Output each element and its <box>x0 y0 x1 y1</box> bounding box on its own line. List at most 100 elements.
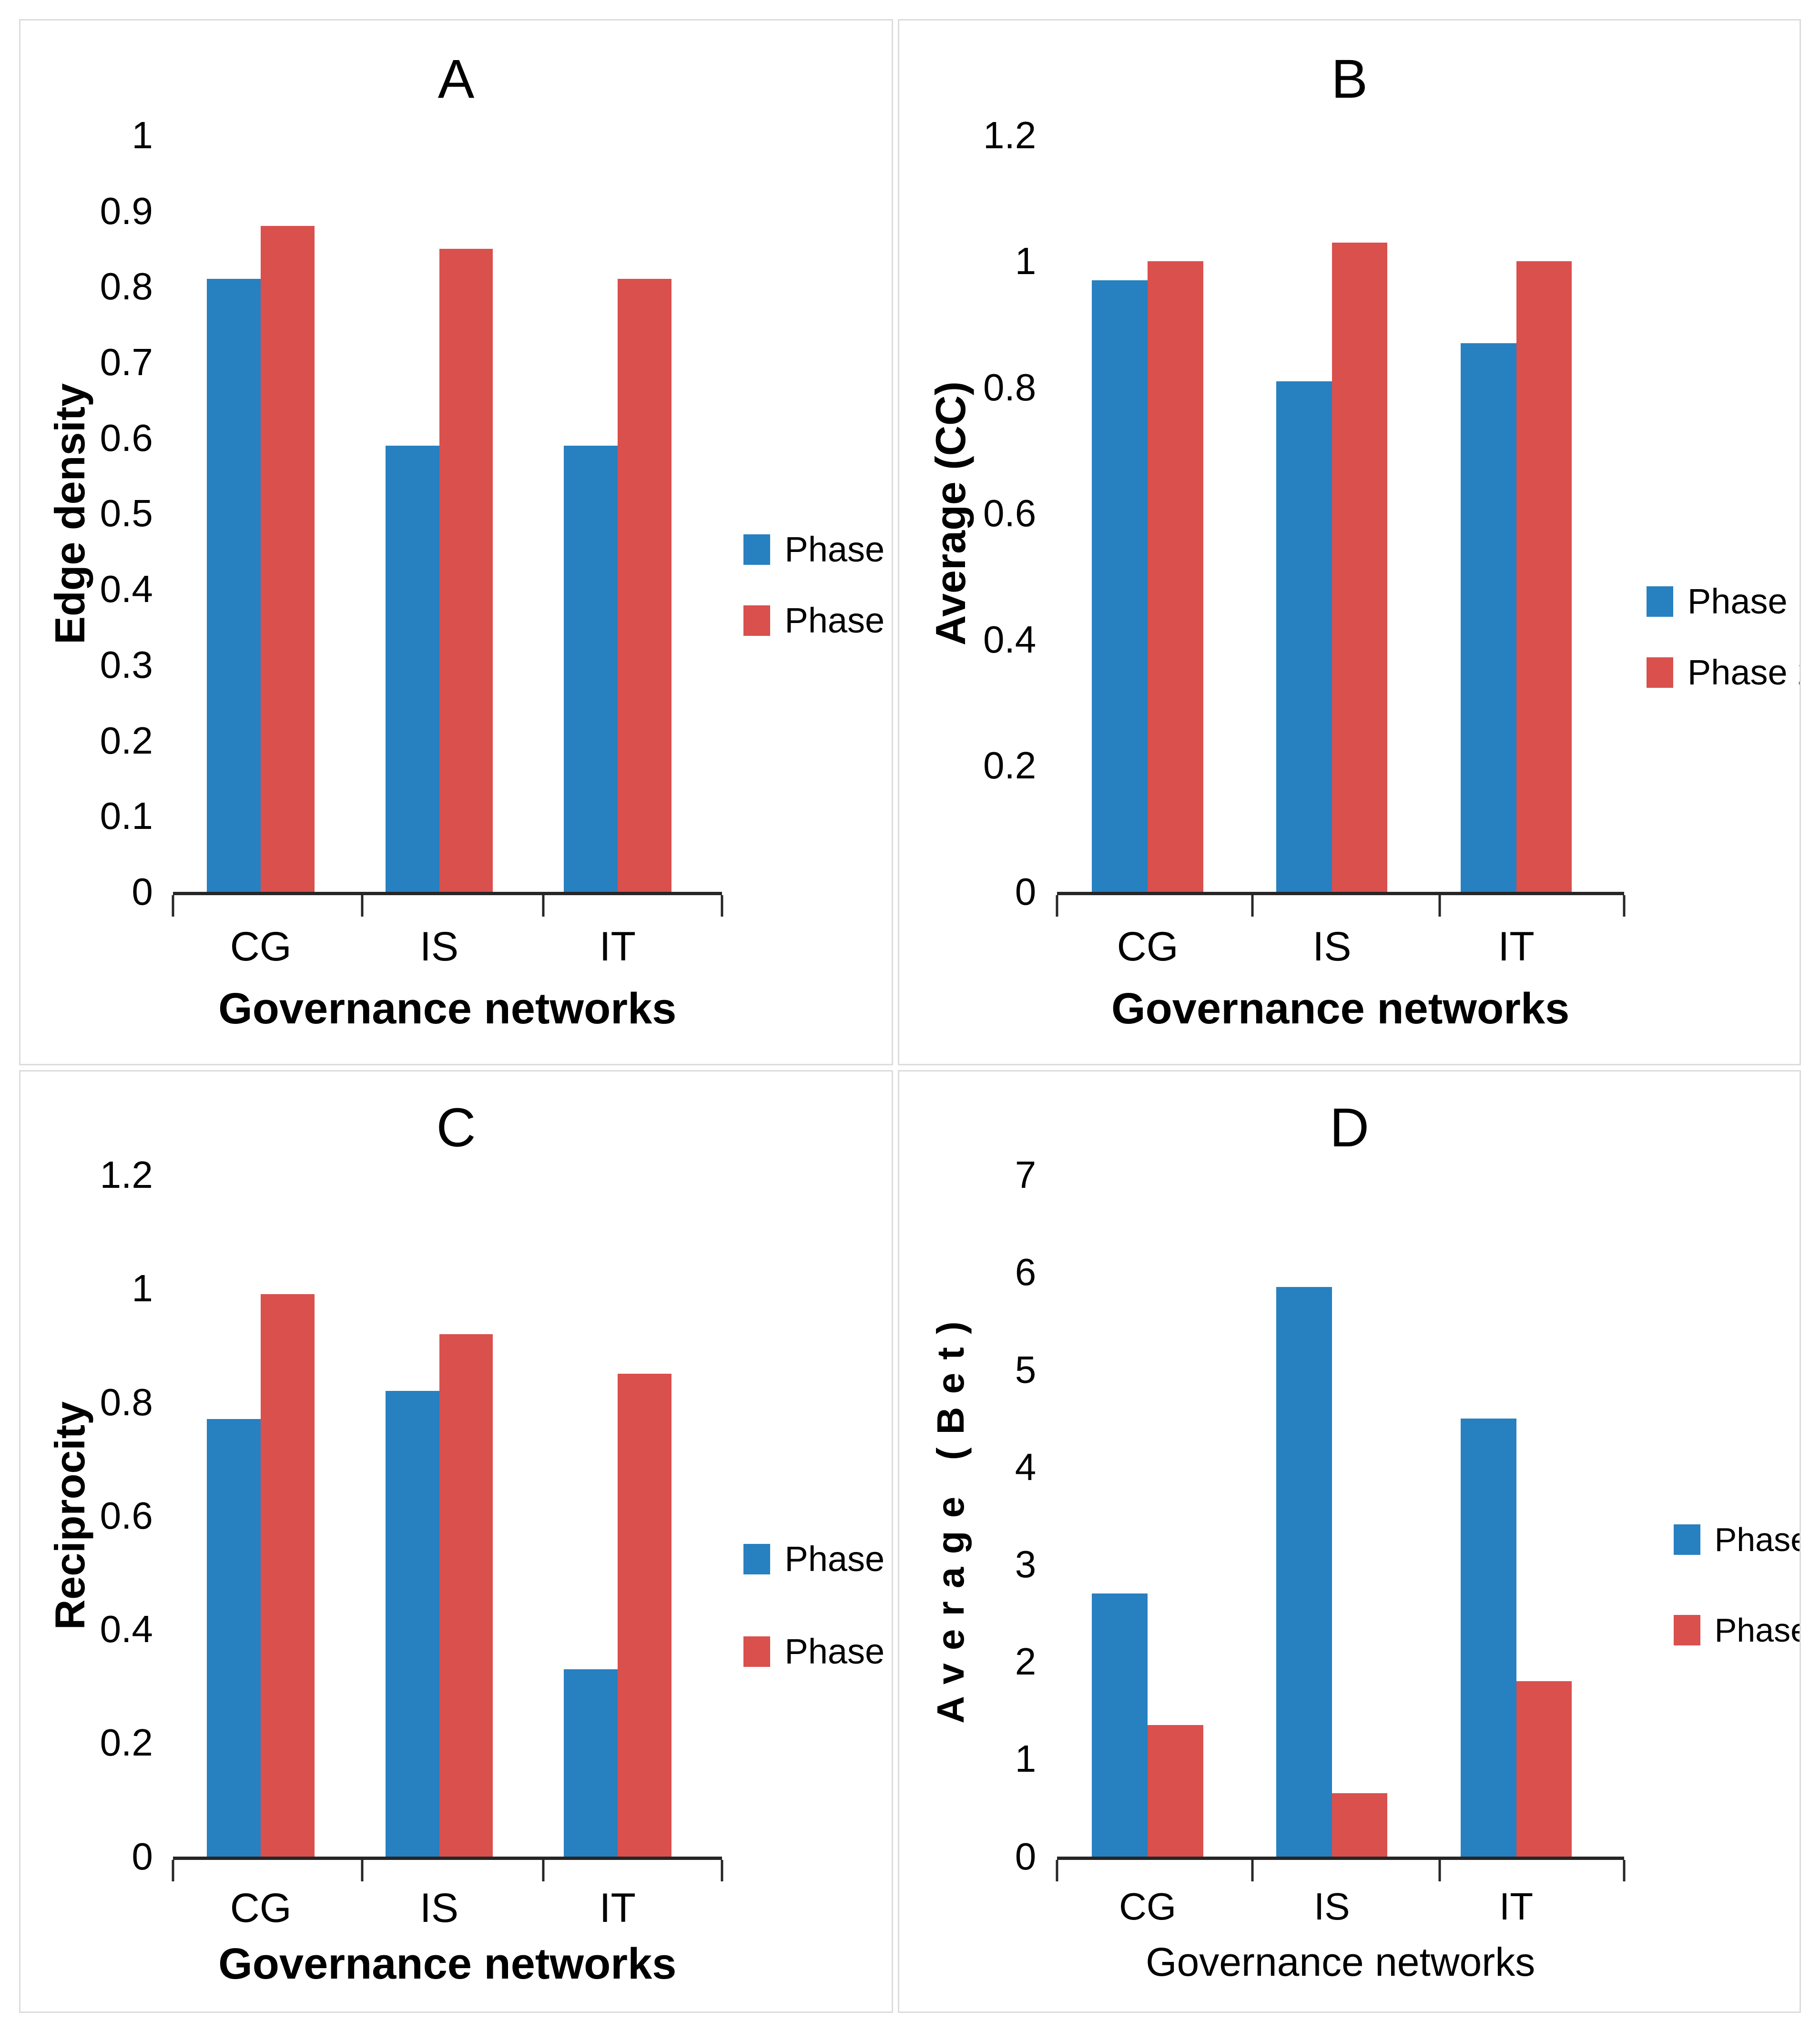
legend-label: Phase 1 <box>784 1539 892 1579</box>
x-axis-label: Governance networks <box>218 1940 677 1989</box>
x-tick-mark <box>1251 895 1254 917</box>
y-tick-label: 0.6 <box>100 1494 153 1537</box>
legend-item-phase-1: Phase 1 <box>1673 1521 1801 1558</box>
x-category-label-is: IS <box>1314 1885 1350 1928</box>
y-tick-label: 0.6 <box>100 416 153 459</box>
bar-phase-2-it <box>617 279 671 892</box>
x-tick-mark <box>1623 895 1626 917</box>
y-tick-label: 0.4 <box>983 618 1037 661</box>
x-category-label-it: IT <box>1498 924 1535 970</box>
legend-label: Phase 2 <box>1714 1611 1801 1649</box>
legend: Phase 1 Phase 2 <box>1646 582 1800 690</box>
y-tick-label: 0 <box>132 870 153 913</box>
panel-b: B Average (CC) 1.2 1 0.8 0.6 0.4 0.2 0 CG IS IT … <box>898 19 1801 1066</box>
y-tick-label: 0.8 <box>983 366 1037 408</box>
y-tick-label: 0 <box>1015 870 1037 913</box>
panel-a: A Edge density 1 0.9 0.8 0.7 0.6 0.5 0.4 0.3 0.2… <box>19 19 894 1066</box>
bar-phase-1-is <box>385 445 439 892</box>
bar-phase-1-it <box>1460 343 1516 892</box>
y-axis-ticks: 1.2 1 0.8 0.6 0.4 0.2 0 <box>20 1156 153 1876</box>
legend-item-phase-2: Phase 2 <box>1673 1611 1801 1649</box>
legend-swatch-phase-1-icon <box>743 534 771 565</box>
y-tick-label: 0.6 <box>983 492 1037 535</box>
bar-phase-1-it <box>563 445 618 892</box>
y-tick-label: 0.4 <box>100 1608 153 1651</box>
panel-c: C Reciprocity 1.2 1 0.8 0.6 0.4 0.2 0 CG IS IT G… <box>19 1070 894 2013</box>
bar-phase-1-cg <box>1092 1593 1148 1857</box>
x-category-label-is: IS <box>419 1885 459 1931</box>
x-tick-mark <box>1438 895 1441 917</box>
bar-phase-2-cg <box>1148 1725 1203 1857</box>
y-tick-label: 0 <box>132 1835 153 1878</box>
legend-label: Phase 2 <box>784 600 892 640</box>
panel-title: B <box>1331 48 1368 110</box>
bar-phase-1-cg <box>207 279 261 892</box>
y-tick-label: 1 <box>132 1267 153 1310</box>
x-category-labels: CG IS IT <box>173 1888 722 1935</box>
y-tick-label: 0 <box>1015 1835 1037 1878</box>
x-tick-mark <box>361 1859 364 1881</box>
legend-item-phase-1: Phase 1 <box>743 529 892 569</box>
x-axis-label: Governance networks <box>218 984 677 1033</box>
x-tick-mark <box>542 1859 545 1881</box>
x-tick-mark <box>1056 895 1058 917</box>
legend-swatch-phase-2-icon <box>1673 1614 1700 1645</box>
y-tick-label: 0.5 <box>100 492 153 535</box>
legend-item-phase-1: Phase 1 <box>743 1539 892 1579</box>
y-axis-ticks: 1.2 1 0.8 0.6 0.4 0.2 0 <box>899 116 1037 910</box>
y-tick-label: 3 <box>1015 1543 1037 1585</box>
x-tick-mark <box>1623 1859 1626 1881</box>
bar-phase-2-cg <box>1148 261 1203 892</box>
y-tick-label: 6 <box>1015 1251 1037 1294</box>
y-tick-label: 0.7 <box>100 340 153 383</box>
panel-title: D <box>1330 1097 1370 1158</box>
y-tick-label: 1.2 <box>100 1154 153 1196</box>
y-tick-label: 0.2 <box>100 719 153 762</box>
bar-phase-1-is <box>385 1390 439 1857</box>
bar-phase-1-it <box>1460 1418 1516 1857</box>
bar-phase-2-is <box>1332 1793 1388 1857</box>
y-tick-label: 0.2 <box>100 1721 153 1764</box>
x-category-label-it: IT <box>599 924 636 970</box>
y-tick-label: 2 <box>1015 1640 1037 1683</box>
legend-label: Phase 1 <box>784 529 892 569</box>
legend-item-phase-1: Phase 1 <box>1646 582 1800 622</box>
x-tick-mark <box>1438 1859 1441 1881</box>
x-tick-mark <box>361 895 364 917</box>
x-category-label-cg: CG <box>230 1885 292 1931</box>
y-tick-label: 0.8 <box>100 1380 153 1423</box>
legend-label: Phase 1 <box>1714 1521 1801 1558</box>
x-category-label-it: IT <box>599 1885 636 1931</box>
bar-phase-2-cg <box>261 1294 315 1857</box>
x-tick-mark <box>721 1859 723 1881</box>
x-category-labels: CG IS IT <box>1057 1885 1624 1935</box>
x-category-label-is: IS <box>419 924 459 970</box>
bar-phase-2-is <box>439 1334 493 1857</box>
x-category-label-cg: CG <box>1117 924 1179 970</box>
plot-area <box>1056 1175 1626 1881</box>
bar-phase-2-is <box>1332 242 1388 892</box>
bar-phase-1-it <box>563 1669 618 1857</box>
y-tick-label: 0.3 <box>100 643 153 686</box>
x-category-labels: CG IS IT <box>1057 926 1624 978</box>
x-category-label-cg: CG <box>1119 1885 1177 1928</box>
plot-area <box>172 135 723 917</box>
x-category-label-it: IT <box>1499 1885 1534 1928</box>
bar-phase-1-cg <box>207 1419 261 1857</box>
y-tick-label: 0.9 <box>100 189 153 232</box>
legend: Phase 1 Phase 2 <box>1673 1521 1801 1649</box>
bar-phase-2-it <box>1516 1681 1572 1857</box>
x-tick-mark <box>1056 1859 1058 1881</box>
legend-label: Phase 2 <box>784 1632 892 1672</box>
y-tick-label: 1 <box>132 113 153 156</box>
panel-title: C <box>436 1097 476 1158</box>
plot-area <box>172 1175 723 1881</box>
y-tick-label: 1 <box>1015 240 1037 283</box>
legend-swatch-phase-1-icon <box>1673 1524 1700 1555</box>
x-axis-label: Governance networks <box>1111 984 1570 1033</box>
legend-label: Phase 1 <box>1687 582 1800 622</box>
y-tick-label: 7 <box>1015 1154 1037 1196</box>
y-tick-label: 0.2 <box>983 744 1037 787</box>
legend-swatch-phase-1-icon <box>1646 586 1673 617</box>
